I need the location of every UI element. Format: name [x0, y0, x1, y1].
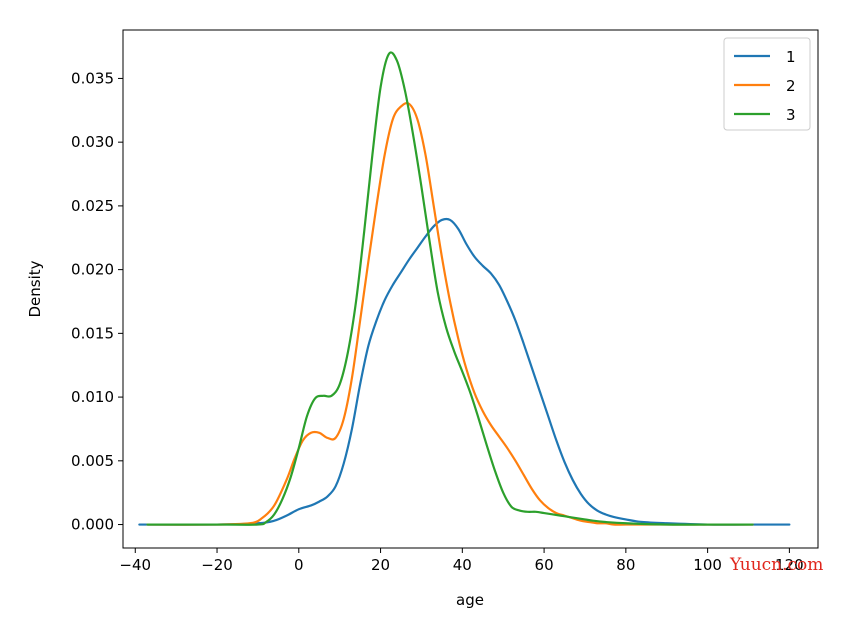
- legend-label-2: 2: [786, 77, 796, 95]
- y-tick-label: 0.020: [71, 261, 114, 279]
- legend-label-3: 3: [786, 106, 796, 124]
- y-tick-label: 0.035: [71, 69, 114, 87]
- x-tick-label: 40: [453, 556, 472, 574]
- legend: 1 2 3: [723, 37, 811, 131]
- x-tick-label: 120: [775, 556, 804, 574]
- y-tick-label: 0.025: [71, 197, 114, 215]
- y-tick-label: 0.015: [71, 324, 114, 342]
- x-tick-label: 60: [535, 556, 554, 574]
- series-line-2: [146, 101, 754, 526]
- x-tick-label: 80: [616, 556, 635, 574]
- x-tick-label: 20: [371, 556, 390, 574]
- series-layer: [138, 51, 791, 526]
- watermark: Yuucn.com: [729, 555, 823, 575]
- y-tick-label: 0.010: [71, 388, 114, 406]
- y-axis-title: Density: [26, 260, 44, 317]
- x-axis-title: age: [456, 591, 484, 609]
- x-axis: −40 −20 0 20 40 60 80 100 120: [119, 548, 804, 574]
- plot-frame: [122, 29, 819, 549]
- series-line-3: [146, 51, 754, 526]
- series-line-1: [138, 217, 791, 526]
- y-tick-label: 0.005: [71, 452, 114, 470]
- y-tick-label: 0.000: [71, 516, 114, 534]
- x-tick-label: −40: [119, 556, 151, 574]
- legend-label-1: 1: [786, 48, 796, 66]
- y-tick-label: 0.030: [71, 133, 114, 151]
- x-tick-label: 0: [294, 556, 304, 574]
- y-axis: 0.000 0.005 0.010 0.015 0.020 0.025 0.030 0.035: [71, 69, 123, 534]
- x-tick-label: −20: [201, 556, 233, 574]
- x-tick-label: 100: [693, 556, 722, 574]
